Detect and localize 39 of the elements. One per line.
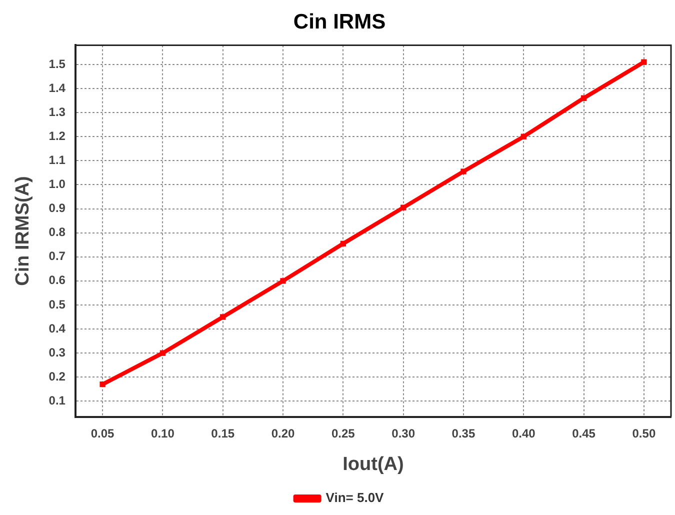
x-tick-label: 0.10	[151, 426, 175, 440]
x-tick-label: 0.25	[331, 426, 356, 440]
x-tick-label: 0.05	[90, 426, 115, 440]
x-tick-label: 0.35	[452, 426, 476, 440]
point	[280, 278, 286, 284]
x-tick-label: 0.15	[211, 426, 235, 440]
point	[641, 59, 647, 65]
y-tick-label: 0.9	[48, 201, 66, 216]
x-tick-label: 0.50	[632, 426, 656, 440]
point	[520, 134, 526, 140]
y-tick-label: 1.1	[48, 152, 66, 167]
y-tick-label: 0.6	[48, 273, 66, 288]
y-tick-label: 1.3	[48, 104, 66, 119]
y-tick-label: 1.2	[48, 128, 66, 143]
y-tick-label: 1.5	[48, 56, 66, 71]
legend-label: Vin= 5.0V	[326, 490, 384, 506]
y-tick-label: 0.5	[48, 297, 66, 312]
point	[400, 204, 406, 210]
y-axis-title: Cin IRMS(A)	[12, 176, 34, 286]
point	[340, 240, 346, 246]
x-tick-label: 0.30	[392, 426, 416, 440]
point	[160, 350, 166, 356]
y-tick-label: 0.4	[48, 321, 66, 336]
y-tick-label: 0.7	[48, 249, 66, 264]
point	[220, 314, 226, 320]
point	[580, 95, 587, 101]
y-tick-label: 0.8	[48, 225, 66, 240]
y-tick-label: 0.2	[48, 369, 66, 384]
x-axis-title: Iout(A)	[342, 454, 404, 475]
point	[100, 382, 106, 388]
y-tick-label: 1.0	[48, 177, 66, 192]
x-tick-label: 0.20	[271, 426, 296, 440]
y-tick-label: 1.4	[48, 80, 66, 95]
y-tick-label: 0.1	[48, 393, 66, 408]
chart-title: Cin IRMS	[293, 10, 386, 34]
y-tick-label: 0.3	[48, 345, 66, 360]
x-tick-label: 0.40	[512, 426, 536, 440]
point	[460, 168, 466, 174]
x-tick-label: 0.45	[572, 426, 596, 440]
